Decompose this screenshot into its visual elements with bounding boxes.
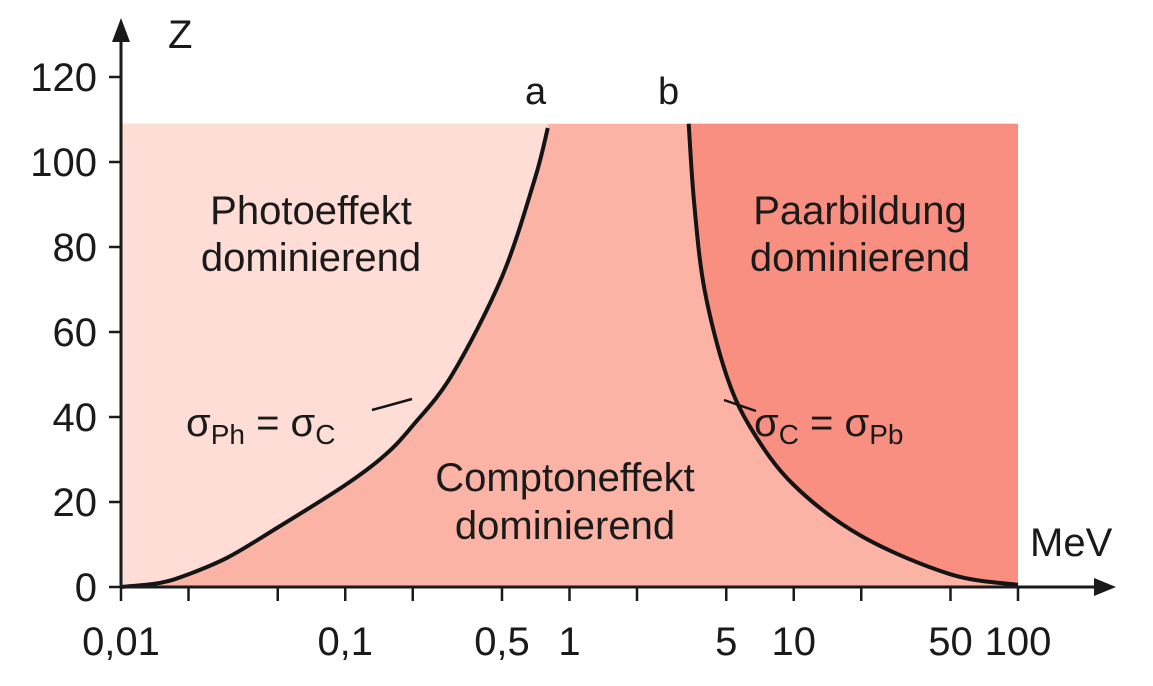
x-tick-label: 0,5	[474, 620, 530, 664]
labels: Z MeV a b Photoeffekt dominierend Compto…	[168, 13, 1113, 565]
curve-a-label: a	[525, 71, 547, 113]
y-tick-label: 0	[75, 566, 97, 610]
x-tick-label: 100	[985, 620, 1052, 664]
x-tick-label: 0,01	[82, 620, 160, 664]
photo-region-title: Photoeffekt	[210, 189, 412, 233]
leader-line-b	[723, 398, 757, 413]
compton-region-title: Comptoneffekt	[435, 456, 694, 500]
equation-b: σC = σPb	[754, 401, 903, 450]
x-axis-label: MeV	[1030, 521, 1113, 565]
pair-region-title: Paarbildung	[753, 189, 967, 233]
curve-b-label: b	[658, 71, 679, 113]
y-tick-label: 80	[53, 226, 98, 270]
x-tick-label: 50	[928, 620, 973, 664]
curve-a	[120, 127, 550, 589]
y-axis-label: Z	[168, 13, 192, 57]
leader-line-a	[371, 397, 413, 412]
photo-region-subtitle: dominierend	[201, 236, 421, 280]
x-ticks: 0,01 0,1 0,5 1 5 10 50 100	[82, 587, 1051, 664]
regions-layer	[121, 123, 1018, 587]
y-axis-arrow-icon	[112, 18, 130, 42]
y-tick-label: 40	[53, 396, 98, 440]
y-ticks: 0 20 40 60 80 100 120	[30, 56, 121, 610]
curve-b	[686, 123, 1019, 587]
equation-a: σPh = σC	[186, 401, 335, 450]
y-tick-label: 20	[53, 481, 98, 525]
pair-region	[688, 123, 1018, 587]
x-tick-label: 0,1	[317, 620, 373, 664]
y-tick-label: 60	[53, 311, 98, 355]
compton-region-subtitle: dominierend	[455, 504, 675, 548]
x-tick-label: 1	[558, 620, 580, 664]
x-tick-label: 5	[715, 620, 737, 664]
x-tick-label: 10	[772, 620, 817, 664]
pair-region-subtitle: dominierend	[750, 236, 970, 280]
axes: 0,01 0,1 0,5 1 5 10 50 100 0 20 40 60 80 100 120	[30, 18, 1116, 664]
x-axis-arrow-icon	[1094, 578, 1116, 596]
y-tick-label: 100	[30, 141, 97, 185]
curves-layer	[120, 123, 1019, 589]
y-tick-label: 120	[30, 56, 97, 100]
photo-region	[121, 123, 548, 587]
